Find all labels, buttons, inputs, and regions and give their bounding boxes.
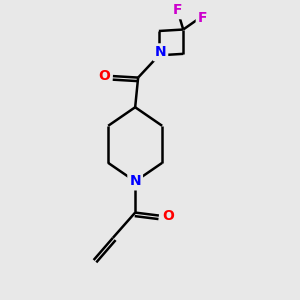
- Text: N: N: [129, 174, 141, 188]
- Text: N: N: [154, 45, 166, 59]
- Text: O: O: [162, 208, 174, 223]
- Text: F: F: [198, 11, 207, 25]
- Text: F: F: [172, 3, 182, 17]
- Text: O: O: [98, 69, 110, 83]
